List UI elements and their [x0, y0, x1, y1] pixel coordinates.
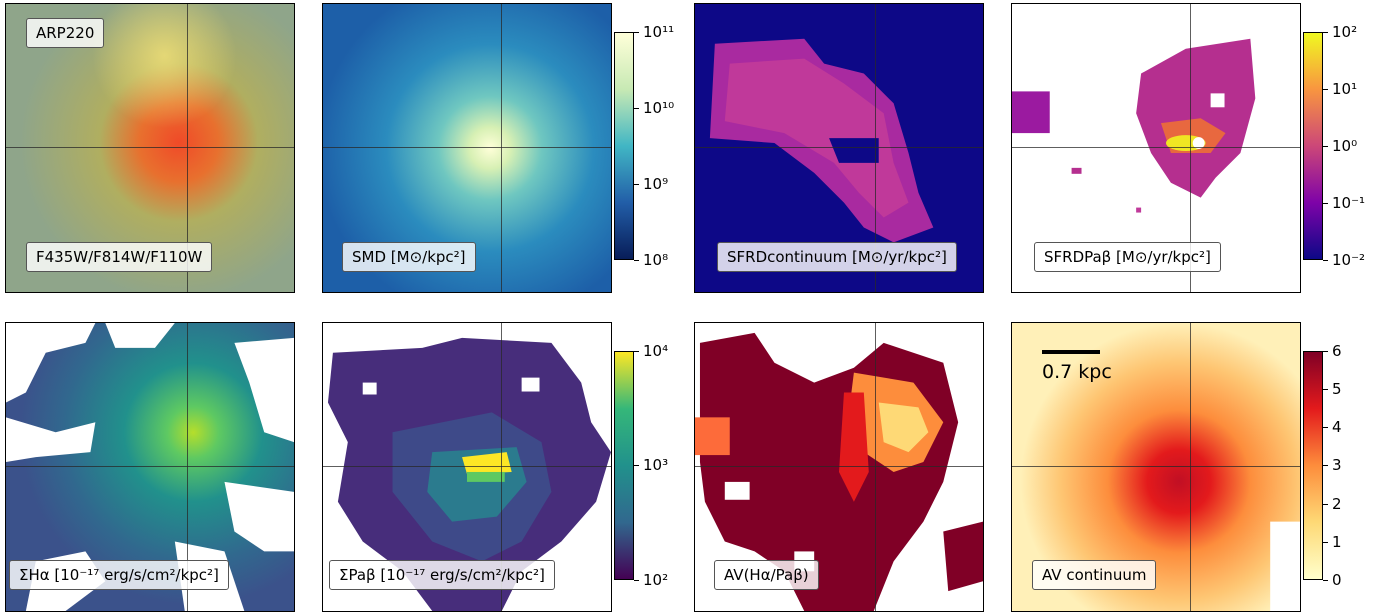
smd-colorbar [614, 32, 634, 260]
panel-title: SFRDPaβ [M⊙/yr/kpc²] [1034, 242, 1221, 272]
panel-title: AV continuum [1032, 560, 1157, 590]
av-tick: 4 [1323, 418, 1342, 436]
flux-tick: 10³ [633, 456, 669, 474]
panel-title: SFRDcontinuum [M⊙/yr/kpc²] [717, 242, 957, 272]
filter-label: F435W/F814W/F110W [26, 242, 213, 272]
scale-bar [1042, 350, 1100, 354]
smd-tick: 10⁸ [633, 251, 669, 269]
av-continuum-panel: 0.7 kpc AV continuum [1011, 322, 1301, 612]
pab-flux-panel: ΣPaβ [10⁻¹⁷ erg/s/cm²/kpc²] [322, 322, 612, 612]
smd-tick: 10¹¹ [633, 23, 675, 41]
flux-tick: 10² [633, 571, 669, 589]
sfrd-pab-map [1012, 38, 1256, 213]
sfrd-tick: 10⁻¹ [1322, 194, 1366, 212]
flux-colorbar [614, 351, 634, 580]
av-tick: 6 [1323, 342, 1342, 360]
sfrd-continuum-panel: SFRDcontinuum [M⊙/yr/kpc²] [694, 3, 984, 293]
sfrd-tick: 10⁰ [1322, 137, 1358, 155]
halpha-flux-panel: ΣHα [10⁻¹⁷ erg/s/cm²/kpc²] [5, 322, 295, 612]
av-colorbar [1303, 351, 1323, 580]
rgb-image-panel: ARP220 F435W/F814W/F110W [5, 3, 295, 293]
av-tick: 5 [1323, 380, 1342, 398]
sfrd-tick: 10¹ [1322, 80, 1358, 98]
av-tick: 0 [1323, 571, 1342, 589]
panel-title: SMD [M⊙/kpc²] [342, 242, 476, 272]
panel-title: ARP220 [26, 18, 105, 48]
av-tick: 3 [1323, 456, 1342, 474]
av-ratio-map [695, 332, 983, 611]
smd-tick: 10⁹ [633, 175, 669, 193]
av-ratio-panel: AV(Hα/Paβ) [694, 322, 984, 612]
smd-tick: 10¹⁰ [633, 99, 675, 117]
panel-title: ΣHα [10⁻¹⁷ erg/s/cm²/kpc²] [9, 560, 229, 590]
panel-title: ΣPaβ [10⁻¹⁷ erg/s/cm²/kpc²] [329, 560, 555, 590]
flux-tick: 10⁴ [633, 342, 669, 360]
sfrd-tick: 10⁻² [1322, 251, 1366, 269]
av-tick: 2 [1323, 495, 1342, 513]
scale-bar-label: 0.7 kpc [1042, 361, 1112, 383]
av-tick: 1 [1323, 533, 1342, 551]
smd-panel: SMD [M⊙/kpc²] [322, 3, 612, 293]
sfrd-pab-panel: SFRDPaβ [M⊙/yr/kpc²] [1011, 3, 1301, 293]
sfrd-tick: 10² [1322, 23, 1358, 41]
sfrd-colorbar [1303, 32, 1323, 260]
panel-title: AV(Hα/Paβ) [714, 560, 819, 590]
